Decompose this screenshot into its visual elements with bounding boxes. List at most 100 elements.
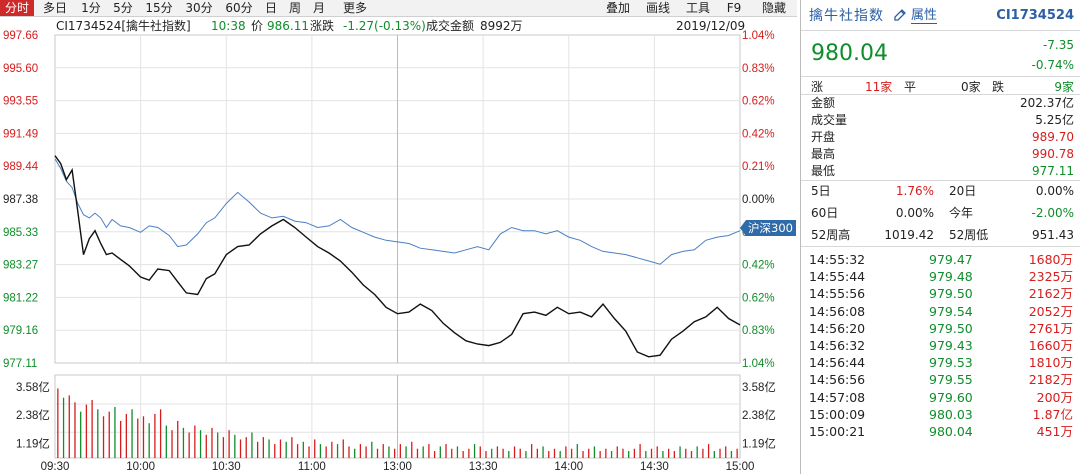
trade-row: 14:56:20 979.50 2761万 [809,321,1073,337]
flat-count: 0家 [961,80,981,94]
perf-label: 今年 [949,206,974,220]
volume-right-tick: 2.38亿 [742,409,776,422]
pencil-icon[interactable] [892,7,908,23]
change-value: -7.35 [1042,38,1074,52]
volume-left-tick: 2.38亿 [16,409,50,422]
down-label: 跌 [992,80,1005,94]
trade-row: 14:56:32 979.43 1660万 [809,338,1073,354]
tab-5min[interactable]: 5分 [113,1,133,15]
tools-button[interactable]: 工具 [685,1,710,15]
trade-row: 15:00:21 980.04 451万 [809,424,1073,440]
trade-volume: 2052万 [1028,303,1073,319]
x-tick: 09:30 [41,461,70,473]
trade-volume: 2182万 [1028,372,1073,388]
perf-label: 52周低 [949,228,989,242]
y-right-tick: 0.83% [742,325,775,337]
tab-15min[interactable]: 15分 [145,1,173,15]
y-right-tick: 0.83% [742,63,775,75]
trade-row: 14:55:44 979.48 2325万 [809,269,1073,285]
stat-value: 202.37亿 [1020,96,1074,110]
draw-line-button[interactable]: 画线 [645,1,670,15]
trade-price: 979.50 [929,286,973,302]
trade-volume: 2162万 [1028,286,1073,302]
trade-row: 14:56:08 979.54 2052万 [809,304,1073,320]
y-left-tick: 985.33 [3,227,38,239]
y-left-tick: 997.66 [3,30,38,42]
trade-volume: 2761万 [1028,320,1073,336]
trade-price: 979.47 [929,252,973,267]
f9-button[interactable]: F9 [726,1,742,15]
change-percent: -0.74% [1031,58,1074,72]
perf-value: 1.76% [895,184,934,198]
tab-week[interactable]: 周 [288,1,301,15]
trade-time: 14:56:32 [809,338,866,353]
y-left-tick: 983.27 [3,260,38,272]
stat-value: 977.11 [1032,164,1074,178]
trade-price: 979.54 [929,303,973,319]
perf-value: 0.00% [895,206,934,220]
hs300-badge: 沪深300 [740,220,796,236]
tab-fenshi[interactable]: 分时 [0,0,34,16]
hs300-line [54,158,741,265]
x-tick: 14:30 [640,461,669,473]
perf-label: 20日 [949,184,977,198]
intraday-chart[interactable]: 997.66 995.60 993.55 991.49 989.44 987.38 985.… [0,0,800,474]
trade-volume: 1680万 [1028,252,1073,267]
trade-price: 979.48 [929,269,973,285]
attribute-link[interactable]: 属性 [911,8,938,24]
x-tick: 13:30 [469,461,498,473]
y-left-tick: 989.44 [3,161,39,173]
trade-time: 14:55:56 [809,286,866,302]
overlay-button[interactable]: 叠加 [605,1,630,15]
trade-time: 15:00:21 [809,424,866,439]
tab-more[interactable]: 更多 [342,1,367,15]
perf-value: -2.00% [1031,206,1074,220]
trade-time: 14:56:08 [809,303,866,319]
y-right-tick: 0.21% [742,161,775,173]
perf-value: 1019.42 [884,228,934,242]
stat-label: 最高 [811,147,836,161]
tab-day[interactable]: 日 [264,1,277,15]
y-right-tick: 0.42% [742,128,775,140]
chart-toolbar: 分时 多日 1分 5分 15分 30分 60分 日 周 月 更多 叠加 画线 工… [0,0,797,17]
perf-value: 951.43 [1032,228,1074,242]
cursor-change: -1.27(-0.13%) [343,19,426,33]
tab-30min[interactable]: 30分 [185,1,213,15]
trade-price: 980.04 [929,424,973,439]
y-left-tick: 991.49 [3,128,38,140]
trade-price: 979.55 [929,372,973,388]
trade-price: 980.03 [929,406,973,422]
stat-label: 最低 [811,164,836,178]
tab-1min[interactable]: 1分 [81,1,101,15]
volume-right-tick: 3.58亿 [742,381,776,394]
tab-60min[interactable]: 60分 [225,1,253,15]
index-price-line [54,155,741,358]
cursor-time: 10:38 [211,19,246,33]
amount-label: 成交金额 [426,19,475,33]
y-right-tick: 0.00% [742,194,775,206]
y-left-tick: 981.22 [3,292,38,304]
trade-row: 14:56:56 979.55 2182万 [809,372,1073,388]
tab-multi-day[interactable]: 多日 [42,1,67,15]
index-code: CI1734524[擒牛社指数] [56,19,191,33]
stat-label: 金额 [811,96,836,110]
trade-price: 979.53 [929,355,973,371]
trade-time: 14:57:08 [809,389,866,405]
stat-label: 成交量 [811,113,848,127]
trade-time: 15:00:09 [809,406,866,422]
trade-price: 979.60 [929,389,973,405]
y-right-tick: 0.42% [742,260,775,272]
y-right-tick: 0.62% [742,96,775,108]
hide-button[interactable]: 隐藏 [761,1,786,15]
perf-label: 5日 [811,184,831,198]
stat-value: 990.78 [1032,147,1074,161]
trade-time: 14:56:44 [809,355,866,371]
perf-label: 60日 [811,206,839,220]
tab-month[interactable]: 月 [312,1,325,15]
index-name: 擒牛社指数 [809,8,884,24]
trade-time: 14:55:44 [809,269,866,285]
chart-date: 2019/12/09 [676,19,746,33]
y-left-tick: 993.55 [3,96,38,108]
down-count: 9家 [1054,80,1074,94]
y-left-tick: 979.16 [3,325,38,337]
